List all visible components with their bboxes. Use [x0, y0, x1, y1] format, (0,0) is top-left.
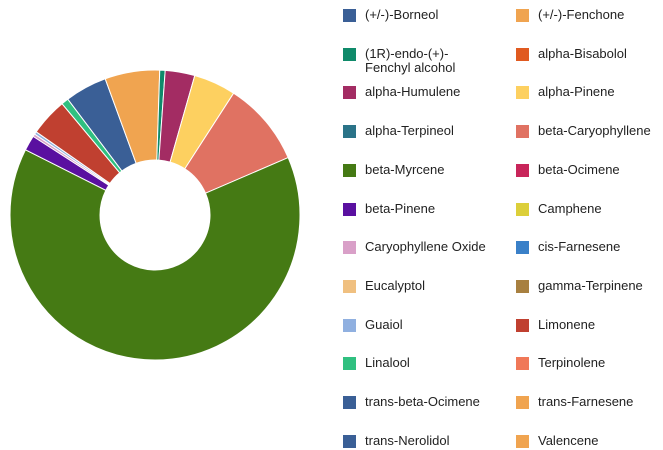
legend-item: alpha-Bisabolol [516, 45, 663, 61]
legend-item: Caryophyllene Oxide [343, 239, 493, 255]
legend-item: Eucalyptol [343, 277, 493, 293]
legend-label: gamma-Terpinene [538, 277, 643, 293]
legend-swatch [343, 125, 356, 139]
legend-swatch [516, 9, 529, 22]
legend-label: Guaiol [365, 316, 403, 332]
legend-item: Linalool [343, 355, 493, 371]
legend-label: trans-beta-Ocimene [365, 394, 480, 409]
legend-label: Valencene [538, 432, 599, 448]
legend-swatch [343, 86, 356, 100]
legend-label: alpha-Terpineol [365, 123, 454, 139]
legend-label: (+/-)-Fenchone [538, 7, 625, 22]
legend-label: Caryophyllene Oxide [365, 239, 486, 255]
legend-item: alpha-Terpineol [343, 123, 493, 139]
legend-label: (1R)-endo-(+)-Fenchyl alcohol [365, 45, 456, 75]
legend-item: (+/-)-Borneol [343, 8, 493, 22]
legend-item: beta-Myrcene [343, 161, 493, 177]
legend-label: beta-Ocimene [538, 161, 620, 177]
legend-swatch [516, 396, 529, 409]
legend-label: Eucalyptol [365, 277, 425, 293]
legend-swatch [343, 9, 356, 22]
slice [9, 149, 301, 361]
legend-label: alpha-Bisabolol [538, 45, 627, 61]
legend-swatch [343, 396, 356, 409]
legend-swatch [516, 318, 529, 332]
legend-swatch [516, 47, 529, 61]
legend-label: alpha-Humulene [365, 84, 461, 100]
legend-swatch [516, 241, 529, 255]
legend-swatch [516, 279, 529, 293]
legend-label: (+/-)-Borneol [365, 7, 439, 22]
legend-swatch [343, 279, 356, 293]
legend-item: Camphene [516, 200, 663, 216]
legend-swatch [343, 318, 356, 332]
legend-item: gamma-Terpinene [516, 277, 663, 293]
legend-item: (+/-)-Fenchone [516, 8, 663, 22]
legend-item: cis-Farnesene [516, 239, 663, 255]
legend-item: Limonene [516, 316, 663, 332]
legend-swatch [516, 202, 529, 216]
legend-swatch [343, 434, 356, 448]
slice [61, 98, 123, 174]
legend-label: cis-Farnesene [538, 239, 621, 255]
legend-item: alpha-Pinene [516, 84, 663, 100]
legend-swatch [343, 163, 356, 177]
slice [67, 99, 122, 172]
legend-label: trans-Nerolidol [365, 432, 450, 448]
legend-swatch [516, 86, 529, 100]
legend-label: Camphene [538, 200, 602, 216]
legend-swatch [343, 47, 356, 61]
legend-item: trans-beta-Ocimene [343, 395, 493, 409]
legend-swatch [343, 357, 356, 371]
legend-swatch [516, 434, 529, 448]
legend-item: (1R)-endo-(+)-Fenchyl alcohol [343, 45, 493, 75]
legend-item: trans-Nerolidol [343, 432, 493, 448]
legend-item: beta-Pinene [343, 200, 493, 216]
legend-swatch [516, 357, 529, 371]
legend-label: beta-Caryophyllene [538, 123, 651, 139]
legend-item: Guaiol [343, 316, 493, 332]
legend-label: Limonene [538, 316, 596, 332]
donut [9, 69, 301, 361]
legend-item: Terpinolene [516, 355, 663, 371]
legend-item: beta-Caryophyllene [516, 123, 663, 139]
legend-swatch [516, 163, 529, 177]
legend-label: beta-Myrcene [365, 161, 445, 177]
legend-label: Linalool [365, 355, 410, 371]
legend-swatch [516, 125, 529, 139]
legend-item: beta-Ocimene [516, 161, 663, 177]
legend-label: alpha-Pinene [538, 84, 615, 100]
legend-item: Valencene [516, 432, 663, 448]
legend-label: Terpinolene [538, 355, 606, 371]
legend-item: alpha-Humulene [343, 84, 493, 100]
legend-label: trans-Farnesene [538, 394, 634, 409]
legend-label: beta-Pinene [365, 200, 436, 216]
legend-swatch [343, 241, 356, 255]
legend-swatch [343, 202, 356, 216]
legend-item: trans-Farnesene [516, 395, 663, 409]
